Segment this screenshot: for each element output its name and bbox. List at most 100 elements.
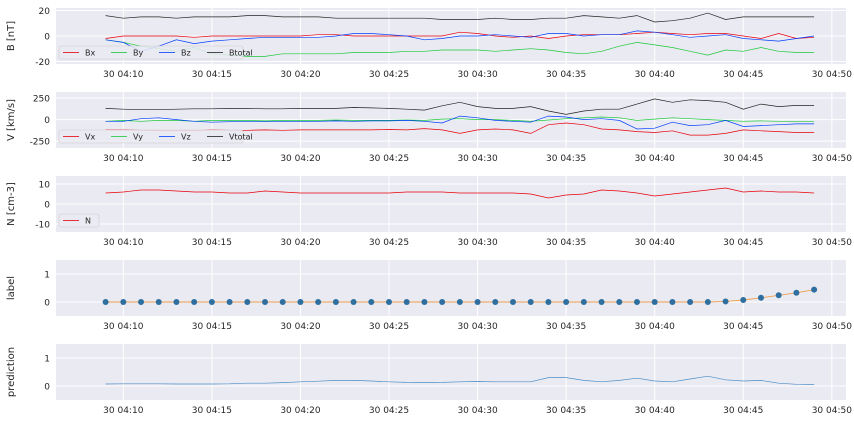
data-point — [262, 299, 269, 305]
legend-label: Vx — [85, 133, 95, 142]
series-line-vz — [105, 115, 815, 130]
data-point — [120, 299, 127, 305]
data-point — [616, 299, 623, 305]
data-point — [191, 299, 198, 305]
data-layer — [102, 286, 818, 305]
series-line-btotal — [105, 12, 815, 23]
x-tick-label: 30 04:30 — [457, 70, 498, 80]
legend-label: Btotal — [229, 49, 253, 58]
data-point — [368, 299, 375, 305]
x-tick-label: 30 04:10 — [103, 154, 144, 164]
x-tick-label: 30 04:10 — [103, 70, 144, 80]
series-line-bz — [105, 30, 815, 52]
data-point — [793, 289, 800, 296]
data-point — [740, 297, 747, 304]
x-tick-label: 30 04:45 — [723, 238, 763, 248]
legend: N — [58, 213, 100, 228]
data-layer — [105, 187, 815, 199]
series-line-vtotal — [105, 98, 815, 115]
data-point — [386, 299, 393, 305]
plot-area — [56, 260, 846, 316]
y-tick-label: 20 — [39, 7, 51, 17]
data-point — [474, 299, 481, 305]
data-point — [722, 298, 729, 305]
x-tick-label: 30 04:45 — [723, 154, 763, 164]
y-axis-label: V [km/s] — [6, 99, 17, 141]
x-tick-label: 30 04:45 — [723, 322, 763, 332]
x-tick-label: 30 04:15 — [192, 322, 232, 332]
data-point — [421, 299, 428, 305]
x-tick-label: 30 04:45 — [723, 406, 763, 416]
x-tick-label: 30 04:20 — [280, 322, 321, 332]
x-tick-label: 30 04:50 — [812, 322, 853, 332]
y-axis-label: N [cm-3] — [6, 182, 17, 226]
x-tick-label: 30 04:20 — [280, 154, 321, 164]
data-point — [775, 292, 782, 299]
x-tick-label: 30 04:50 — [812, 238, 853, 248]
data-point — [651, 299, 658, 305]
series-line-bx — [105, 31, 815, 39]
x-tick-label: 30 04:30 — [457, 406, 498, 416]
x-tick-label: 30 04:15 — [192, 70, 232, 80]
data-point — [297, 299, 304, 305]
panel-5: 30 04:10 30 04:15 30 04:20 30 04:25 30 04:30… — [6, 344, 852, 416]
series-line-vy — [105, 116, 815, 123]
x-tick-label: 30 04:50 — [812, 70, 853, 80]
data-point — [580, 299, 587, 305]
data-point — [350, 299, 357, 305]
x-tick-label: 30 04:15 — [192, 406, 232, 416]
x-tick-label: 30 04:35 — [546, 322, 586, 332]
legend-label: Vy — [133, 133, 143, 142]
legend-label: N — [85, 217, 91, 226]
data-point — [509, 299, 516, 305]
y-tick-label: 0 — [44, 299, 50, 309]
y-tick-label: 1 — [44, 271, 50, 281]
data-point — [226, 299, 233, 305]
series-line-prediction — [105, 375, 815, 385]
data-point — [669, 299, 676, 305]
y-axis-label: label — [6, 276, 17, 300]
x-tick-label: 30 04:40 — [635, 406, 676, 416]
data-point — [155, 299, 162, 305]
data-point — [244, 299, 251, 305]
x-tick-label: 30 04:30 — [457, 322, 498, 332]
data-layer — [105, 375, 815, 385]
x-tick-label: 30 04:25 — [369, 238, 409, 248]
y-tick-label: 0 — [44, 201, 50, 211]
legend-label: Bz — [181, 49, 191, 58]
legend: Vx Vy Vz Vtotal — [58, 129, 253, 144]
legend-label: Bx — [85, 49, 95, 58]
y-tick-label: 0 — [44, 383, 50, 393]
data-point — [527, 299, 534, 305]
data-point — [563, 299, 570, 305]
x-tick-label: 30 04:35 — [546, 238, 586, 248]
y-tick-label: 1 — [44, 355, 50, 365]
data-point — [811, 286, 818, 293]
x-tick-label: 30 04:15 — [192, 154, 232, 164]
plot-area — [56, 344, 846, 400]
x-tick-label: 30 04:10 — [103, 238, 144, 248]
x-tick-label: 30 04:35 — [546, 154, 586, 164]
data-point — [757, 294, 764, 301]
data-point — [102, 299, 109, 305]
data-point — [138, 299, 145, 305]
y-tick-label: 10 — [39, 181, 51, 191]
x-tick-label: 30 04:40 — [635, 154, 676, 164]
y-tick-label: -10 — [35, 221, 50, 231]
data-point — [403, 299, 410, 305]
x-tick-label: 30 04:25 — [369, 322, 409, 332]
y-tick-label: 0 — [44, 116, 50, 126]
y-tick-label: 250 — [33, 95, 50, 105]
legend-label: By — [133, 49, 143, 58]
data-point — [332, 299, 339, 305]
data-point — [456, 299, 463, 305]
x-tick-label: 30 04:20 — [280, 238, 321, 248]
panel-2: 30 04:10 30 04:15 30 04:20 30 04:25 30 04:30… — [6, 92, 852, 164]
x-tick-label: 30 04:20 — [280, 70, 321, 80]
x-tick-label: 30 04:10 — [103, 406, 144, 416]
x-tick-label: 30 04:35 — [546, 70, 586, 80]
y-axis-label: prediction — [6, 347, 17, 397]
x-tick-label: 30 04:30 — [457, 238, 498, 248]
data-point — [633, 299, 640, 305]
legend-label: Vz — [181, 133, 191, 142]
